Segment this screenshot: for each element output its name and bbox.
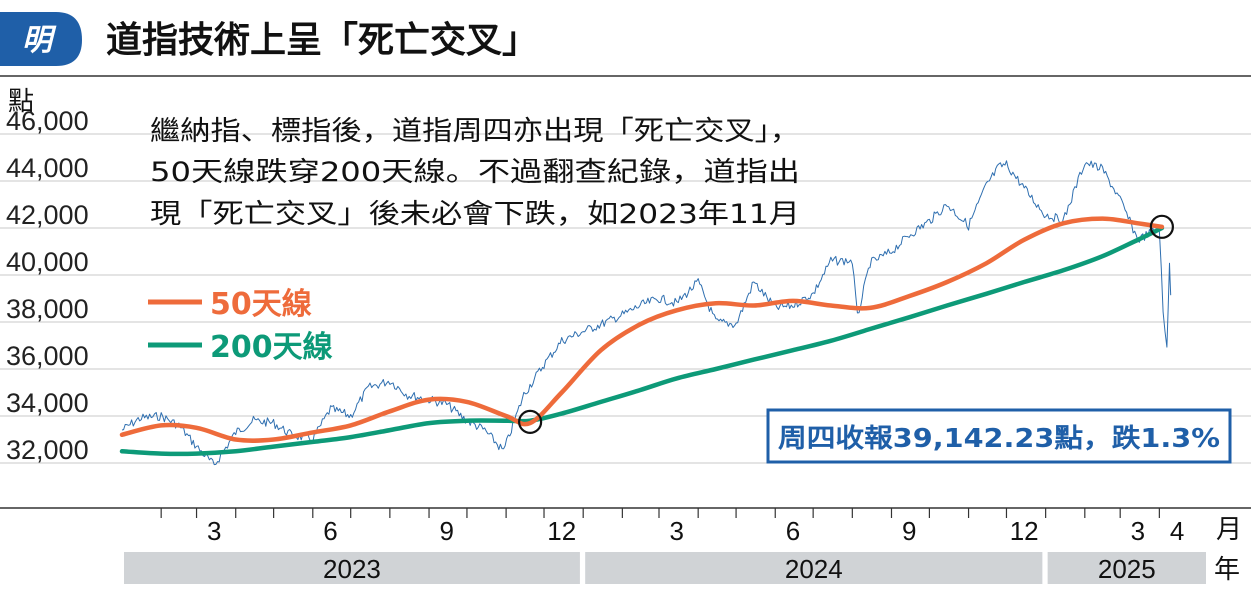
y-axis-label: 點 <box>8 86 34 116</box>
x-tick-label: 6 <box>323 516 337 546</box>
y-tick-label: 44,000 <box>6 153 89 183</box>
x-tick-label: 3 <box>207 516 221 546</box>
x-tick-label: 4 <box>1170 516 1184 546</box>
annotation-text: 繼納指、標指後，道指周四亦出現「死亡交叉」， 50天線跌穿200天線。不過翻查紀… <box>150 116 800 230</box>
x-tick-label: 9 <box>902 516 916 546</box>
legend-label-ma200: 200天線 <box>210 330 333 365</box>
year-label: 2023 <box>323 554 381 584</box>
gridlines <box>0 133 1251 464</box>
x-unit-label: 月 <box>1216 514 1242 544</box>
cross-marker <box>518 409 543 434</box>
ma50-line <box>119 216 1165 443</box>
x-month-ticks: 3 6 9 12 3 6 9 12 3 4 <box>160 508 1184 546</box>
page-title: 道指技術上呈「死亡交叉」 <box>106 19 538 61</box>
year-bar <box>1047 552 1206 584</box>
header: 明 道指技術上呈「死亡交叉」 <box>0 12 1251 77</box>
y-tick-label: 34,000 <box>6 388 89 418</box>
year-bar <box>585 552 1043 584</box>
ma200-line <box>119 225 1165 457</box>
year-label: 2025 <box>1098 554 1156 584</box>
ma200-series <box>119 225 1165 457</box>
cross-markers <box>518 214 1174 434</box>
y-tick-label: 36,000 <box>6 341 89 371</box>
annotation-line-3: 現「死亡交叉」後未必會下跌，如2023年11月 <box>150 199 800 230</box>
x-tick-label: 12 <box>547 516 576 546</box>
x-tick-label: 3 <box>669 516 683 546</box>
y-tick-label: 38,000 <box>6 294 89 324</box>
annotation-line-2: 50天線跌穿200天線。不過翻查紀錄，道指出 <box>150 157 800 188</box>
year-label: 2024 <box>785 554 843 584</box>
y-tick-labels: 32,000 34,000 36,000 38,000 40,000 42,000 44,0… <box>6 106 89 465</box>
year-unit-label: 年 <box>1214 554 1240 584</box>
x-tick-label: 3 <box>1131 516 1145 546</box>
x-tick-label: 12 <box>1010 516 1039 546</box>
x-tick-label: 9 <box>439 516 453 546</box>
legend: 50天線 200天線 <box>148 287 333 365</box>
price-series <box>121 160 1172 466</box>
legend-label-ma50: 50天線 <box>210 287 312 322</box>
annotation-line-1: 繼納指、標指後，道指周四亦出現「死亡交叉」， <box>150 116 800 147</box>
y-tick-label: 32,000 <box>6 435 89 465</box>
price-line <box>121 160 1172 466</box>
year-bars: 2023 2024 2025 <box>124 552 1206 584</box>
y-tick-label: 46,000 <box>6 106 89 136</box>
cross-marker <box>1149 214 1174 239</box>
ma50-series <box>119 216 1165 443</box>
logo-badge <box>0 12 82 66</box>
x-tick-label: 6 <box>786 516 800 546</box>
year-bar <box>124 552 580 584</box>
close-callout: 周四收報39,142.23點，跌1.3% <box>766 408 1232 464</box>
close-callout-box <box>766 408 1232 464</box>
y-tick-label: 42,000 <box>6 200 89 230</box>
close-callout-text: 周四收報39,142.23點，跌1.3% <box>778 424 1220 454</box>
logo-char: 明 <box>22 23 57 58</box>
y-tick-label: 40,000 <box>6 247 89 277</box>
